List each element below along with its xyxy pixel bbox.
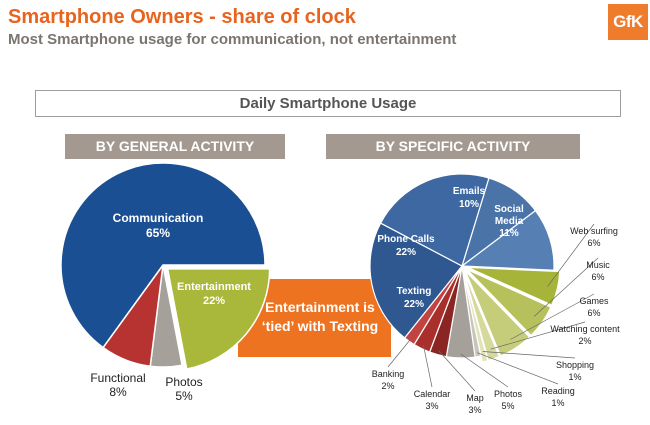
pie-slice-games [464, 270, 531, 357]
label-photos: Photos 5% [494, 389, 523, 411]
general-pie [60, 162, 271, 370]
section-header-specific: BY SPECIFIC ACTIVITY [326, 134, 580, 159]
label-games: Games 6% [579, 296, 609, 318]
callout-text: Entertainment is ‘tied’ with Texting [261, 299, 379, 334]
label-shopping: Shopping 1% [556, 360, 594, 382]
label-entertainment: Entertainment 22% [177, 281, 251, 307]
leader-line [477, 352, 559, 385]
leader-line [482, 351, 576, 359]
label-reading: Reading 1% [541, 386, 575, 408]
pie-slice-communication [60, 162, 266, 349]
pie-slice-shopping [462, 271, 489, 363]
label-emails: Emails 10% [453, 186, 486, 210]
section-header-general: BY GENERAL ACTIVITY [65, 134, 285, 159]
pie-slice-phone-calls [379, 173, 490, 267]
slide-subtitle: Most Smartphone usage for communication,… [8, 31, 457, 48]
leader-line [510, 293, 595, 340]
leader-line [387, 337, 412, 368]
leader-line [547, 223, 595, 287]
slide-title: Smartphone Owners - share of clock [8, 6, 356, 28]
leader-line [490, 321, 586, 350]
pie-slice-entertainment [166, 268, 271, 370]
leader-line [533, 257, 599, 317]
label-phone-calls: Phone Calls 22% [377, 234, 435, 258]
label-communication: Communication 65% [113, 211, 204, 240]
label-map: Map 3% [466, 393, 484, 415]
leader-line [460, 353, 509, 388]
label-web-surfing: Web surfing 6% [570, 226, 618, 248]
pie-slice-web-surfing [467, 266, 561, 306]
pie-slice-texting [369, 222, 463, 339]
label-texting: Texting 22% [397, 286, 432, 310]
specific-pie [369, 173, 561, 363]
usage-box-label: Daily Smartphone Usage [35, 90, 621, 117]
label-social-media: Social Media 11% [494, 204, 524, 239]
label-photos-general: Photos 5% [165, 375, 202, 403]
pie-slice-social-media [460, 209, 555, 271]
gfk-logo: GfK [608, 4, 648, 40]
label-watching-content: Watching content 2% [550, 324, 620, 346]
label-banking: Banking 2% [372, 369, 405, 391]
label-functional: Functional 8% [90, 371, 145, 399]
label-music: Music 6% [586, 260, 610, 282]
leader-line [423, 345, 433, 388]
leader-line [438, 350, 476, 392]
label-calendar: Calendar 3% [414, 389, 451, 411]
